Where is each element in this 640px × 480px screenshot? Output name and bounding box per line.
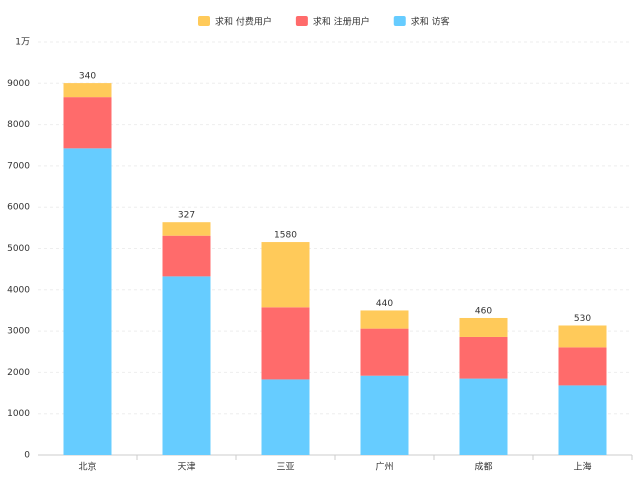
x-tick-label: 北京	[78, 461, 96, 473]
value-label: 340	[79, 72, 96, 82]
bar-segment	[63, 97, 112, 149]
bar-segment	[162, 235, 211, 277]
legend-swatch	[393, 16, 406, 26]
bar-segment	[558, 325, 607, 348]
bar-segment	[261, 307, 310, 380]
y-tick-label: 7000	[7, 161, 30, 171]
y-tick-label: 3000	[7, 327, 30, 337]
bar-segment	[162, 222, 211, 236]
bar-segment	[261, 242, 310, 308]
value-label: 530	[574, 314, 591, 324]
y-tick-label: 1万	[15, 38, 30, 48]
bar-segment	[459, 336, 508, 379]
bar-segment	[162, 276, 211, 455]
bar-segment	[360, 328, 409, 376]
bar-segment	[261, 379, 310, 455]
x-tick-label: 广州	[375, 461, 393, 473]
y-tick-label: 8000	[7, 120, 30, 130]
y-tick-label: 1000	[7, 409, 30, 419]
bar-segment	[459, 378, 508, 455]
y-tick-label: 4000	[7, 285, 30, 295]
value-label: 1580	[274, 231, 297, 241]
y-tick-label: 0	[24, 451, 30, 461]
value-label: 440	[376, 299, 393, 309]
bar-segment	[459, 317, 508, 337]
x-tick-label: 上海	[573, 461, 591, 473]
bar-segment	[360, 310, 409, 329]
value-label: 460	[475, 306, 492, 316]
value-label: 327	[178, 211, 195, 221]
y-tick-label: 2000	[7, 368, 30, 378]
x-tick-label: 天津	[177, 462, 195, 473]
legend-label: 求和 注册用户	[313, 16, 370, 28]
y-tick-label: 5000	[7, 244, 30, 254]
legend-label: 求和 访客	[411, 16, 450, 28]
y-tick-label: 6000	[7, 203, 30, 213]
x-tick-label: 成都	[474, 461, 492, 473]
bar-segment	[63, 148, 112, 455]
x-tick-label: 三亚	[276, 462, 294, 473]
legend-swatch	[295, 16, 308, 26]
legend-swatch	[198, 16, 210, 26]
bar-segment	[63, 83, 112, 98]
bar-segment	[558, 385, 607, 455]
y-tick-label: 9000	[7, 79, 30, 89]
bar-segment	[360, 375, 409, 455]
bar-segment	[558, 347, 607, 386]
legend-label: 求和 付费用户	[215, 16, 272, 28]
